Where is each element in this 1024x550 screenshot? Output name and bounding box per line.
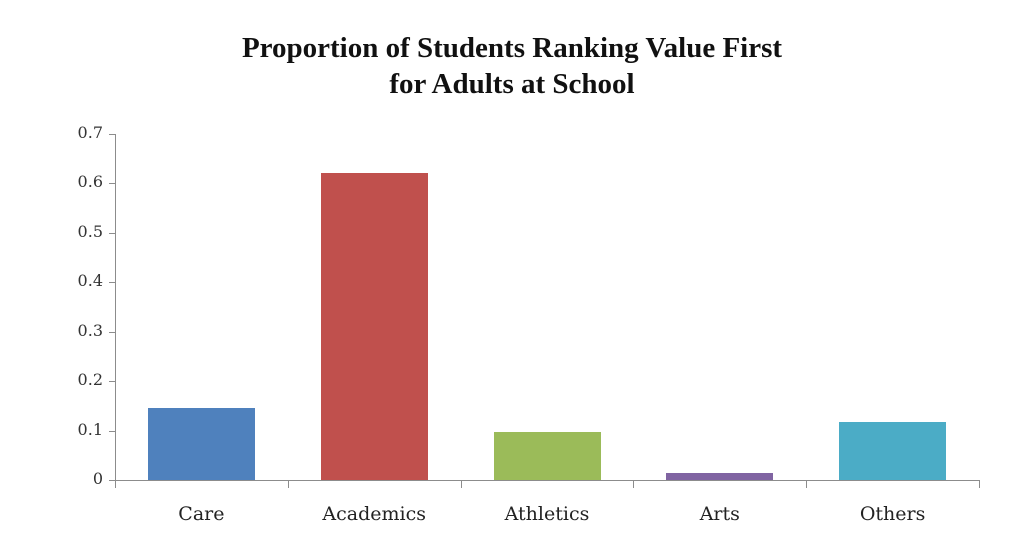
chart-title: Proportion of Students Ranking Value Fir… xyxy=(0,30,1024,102)
y-tick-label: 0.3 xyxy=(77,320,103,340)
x-tick-label: Athletics xyxy=(504,503,590,525)
bar-care xyxy=(147,407,255,480)
y-tick-label: 0.5 xyxy=(77,221,103,241)
x-tick-mark xyxy=(979,480,980,488)
y-tick-label: 0.6 xyxy=(77,172,103,192)
y-tick-label: 0 xyxy=(92,469,103,488)
x-tick-mark xyxy=(460,480,462,488)
x-tick-mark xyxy=(115,480,116,488)
y-tick-mark xyxy=(109,480,115,481)
x-tick-label: Arts xyxy=(699,503,740,525)
x-tick-label: Others xyxy=(859,503,926,525)
y-axis xyxy=(115,134,116,488)
y-tick-mark xyxy=(109,183,115,185)
y-tick-mark xyxy=(109,430,115,432)
y-tick-mark xyxy=(109,232,115,234)
x-axis xyxy=(109,480,979,481)
y-tick-mark xyxy=(109,282,115,284)
x-tick-label: Academics xyxy=(322,503,426,525)
x-tick-label: Care xyxy=(178,503,225,525)
chart-title-line-2: for Adults at School xyxy=(389,68,635,100)
bar-academics xyxy=(320,173,428,480)
bar-athletics xyxy=(493,432,601,480)
bar-arts xyxy=(666,473,774,480)
bar-others xyxy=(839,422,947,480)
y-tick-mark xyxy=(109,331,115,333)
x-tick-mark xyxy=(287,480,289,488)
y-tick-label: 0.4 xyxy=(77,271,103,291)
y-tick-mark xyxy=(109,134,115,135)
chart-title-line-1: Proportion of Students Ranking Value Fir… xyxy=(241,32,783,64)
x-tick-mark xyxy=(633,480,635,488)
y-tick-label: 0.2 xyxy=(77,370,103,390)
y-tick-mark xyxy=(109,381,115,383)
x-tick-mark xyxy=(806,480,808,488)
y-tick-label: 0.7 xyxy=(77,123,103,142)
y-tick-label: 0.1 xyxy=(77,419,103,439)
